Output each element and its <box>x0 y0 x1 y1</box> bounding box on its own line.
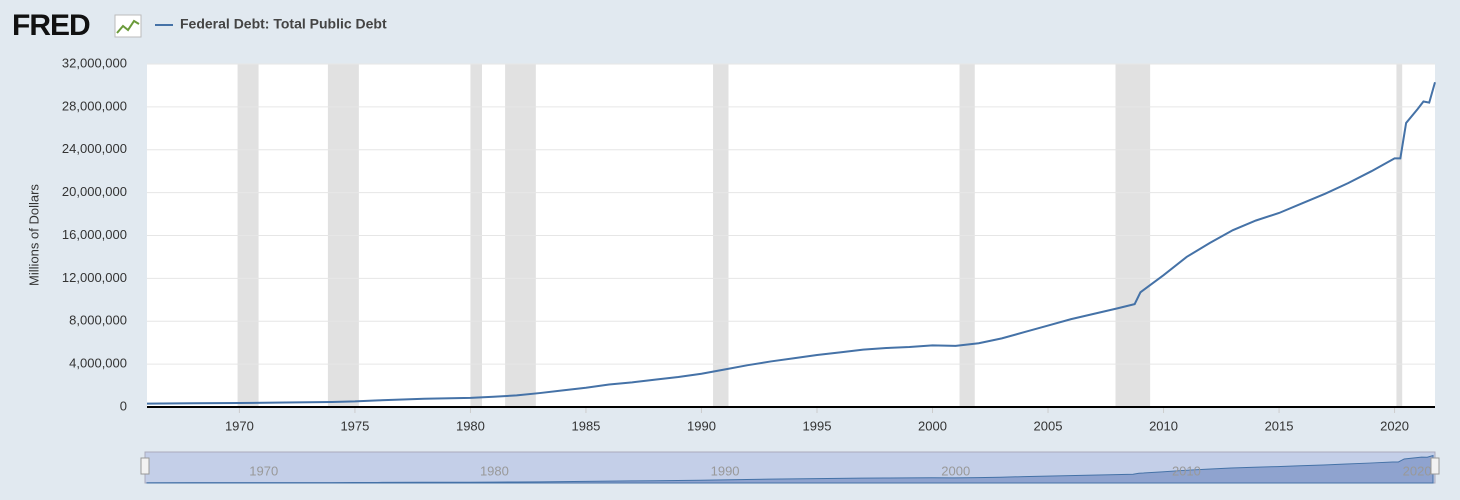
y-tick-label: 28,000,000 <box>62 98 127 113</box>
navigator-tick-label: 1980 <box>480 463 509 478</box>
navigator-area <box>146 454 1434 484</box>
data-line <box>146 81 1436 405</box>
navigator-tick-label: 2000 <box>941 463 970 478</box>
x-tick-label: 2005 <box>1034 418 1063 433</box>
navigator-tick-label: 2020 <box>1403 463 1432 478</box>
y-tick-label: 0 <box>120 398 127 413</box>
x-tick-label: 2000 <box>918 418 947 433</box>
x-tick-label: 1995 <box>803 418 832 433</box>
logo-icon-line <box>116 19 140 34</box>
x-tick-label: 1975 <box>340 418 369 433</box>
x-tick-label: 1985 <box>571 418 600 433</box>
x-tick-label: 2010 <box>1149 418 1178 433</box>
navigator-tick-label: 1990 <box>711 463 740 478</box>
x-tick-label: 1970 <box>225 418 254 433</box>
y-tick-label: 16,000,000 <box>62 227 127 242</box>
legend-label: Federal Debt: Total Public Debt <box>180 16 387 32</box>
navigator-handle <box>1430 457 1440 475</box>
x-tick-label: 2015 <box>1265 418 1294 433</box>
y-tick-label: 12,000,000 <box>62 270 127 285</box>
y-tick-label: 32,000,000 <box>62 55 127 70</box>
y-axis-label: Millions of Dollars <box>26 184 41 286</box>
y-tick-label: 24,000,000 <box>62 141 127 156</box>
navigator-tick-label: 1970 <box>249 463 278 478</box>
x-tick-label: 2020 <box>1380 418 1409 433</box>
navigator-tick-label: 2010 <box>1172 463 1201 478</box>
x-tick-label: 1980 <box>456 418 485 433</box>
logo-icon <box>114 14 142 38</box>
navigator-handle <box>140 457 150 475</box>
y-tick-label: 8,000,000 <box>69 313 127 328</box>
logo-icon-box <box>114 14 142 38</box>
y-tick-label: 4,000,000 <box>69 356 127 371</box>
x-tick-label: 1990 <box>687 418 716 433</box>
logo: FRED <box>12 9 90 42</box>
y-tick-label: 20,000,000 <box>62 184 127 199</box>
